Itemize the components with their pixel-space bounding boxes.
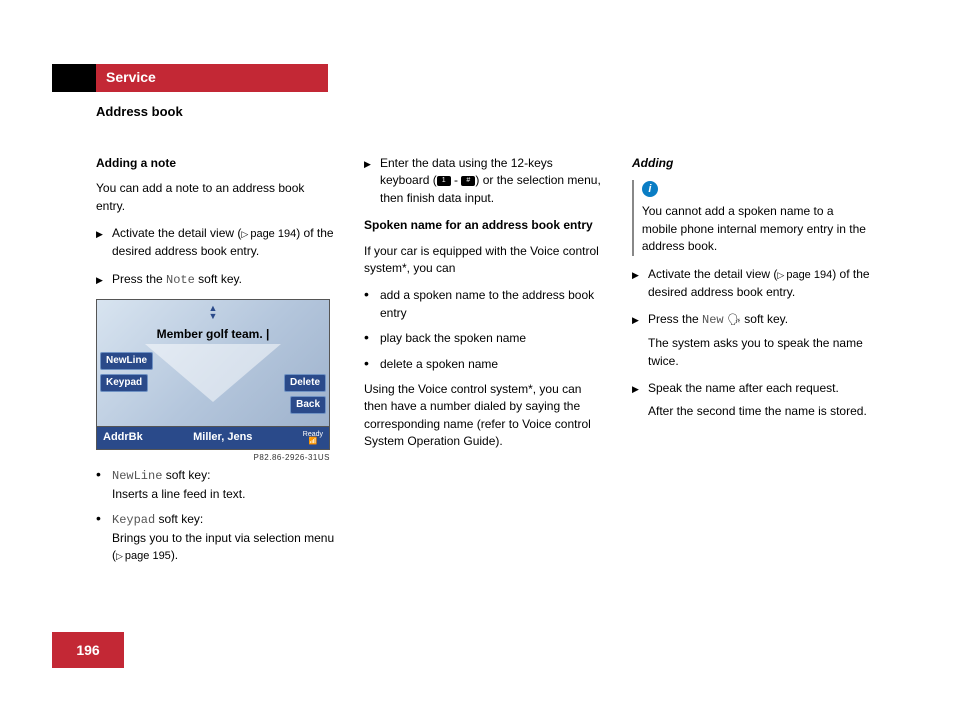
envelope-graphic (145, 344, 281, 402)
col2-para2: Using the Voice control system*, you can… (364, 381, 604, 451)
info-box: i You cannot add a spoken name to a mobi… (632, 180, 872, 255)
step-arrow-icon (96, 271, 112, 289)
text: ). (171, 548, 178, 562)
key-hash-icon: # (461, 176, 475, 186)
status-bar: AddrBk Miller, Jens Ready📶 (96, 427, 330, 450)
subsection-title: Address book (96, 104, 328, 119)
section-tab: Service (96, 64, 328, 92)
status-ready: Ready📶 (303, 431, 323, 445)
col2-heading: Spoken name for an address book entry (364, 217, 604, 234)
status-center: Miller, Jens (193, 430, 252, 446)
step-arrow-icon (632, 380, 648, 421)
col2-bullet3: delete a spoken name (364, 356, 604, 373)
col2-bullet1: add a spoken name to the address book en… (364, 287, 604, 322)
figure-code: P82.86-2926-31US (96, 452, 330, 464)
info-icon: i (642, 181, 658, 197)
comand-screenshot: ▲▼ Member golf team. | NewLine Keypad De… (96, 299, 330, 464)
info-bar (632, 180, 634, 255)
col3-heading: Adding (632, 155, 872, 172)
step-followup: After the second time the name is stored… (648, 403, 872, 420)
col2-step1: Enter the data using the 12-keys keyboar… (364, 155, 604, 207)
text: Speak the name after each request. (648, 381, 839, 395)
col3-step3: Speak the name after each request. After… (632, 380, 872, 421)
softkey-back: Back (290, 396, 326, 415)
text: Activate the detail view ( (112, 226, 241, 240)
col3-step1: Activate the detail view (page 194) of t… (632, 266, 872, 301)
step-arrow-icon (632, 266, 648, 301)
col1-intro: You can add a note to an address book en… (96, 180, 336, 215)
step-arrow-icon (96, 225, 112, 260)
softkey-keypad: Keypad (100, 374, 148, 393)
column-2: Enter the data using the 12-keys keyboar… (364, 155, 604, 573)
softkey-name: New (702, 313, 724, 327)
status-left: AddrBk (103, 430, 143, 446)
softkey-name: Note (166, 273, 195, 287)
softkey-name: Keypad (112, 513, 155, 527)
step-arrow-icon (632, 311, 648, 370)
col2-bullet2: play back the spoken name (364, 330, 604, 347)
column-1: Adding a note You can add a note to an a… (96, 155, 336, 573)
column-3: Adding i You cannot add a spoken name to… (632, 155, 872, 573)
text: soft key. (195, 272, 242, 286)
scroll-arrows-icon: ▲▼ (209, 304, 218, 320)
col1-bullet1: NewLine soft key: Inserts a line feed in… (96, 467, 336, 503)
text: Activate the detail view ( (648, 267, 777, 281)
text: soft key. (741, 312, 788, 326)
softkey-delete: Delete (284, 374, 326, 393)
col1-step2: Press the Note soft key. (96, 271, 336, 289)
text: Press the (112, 272, 166, 286)
step-arrow-icon (364, 155, 380, 207)
col1-step1: Activate the detail view (page 194) of t… (96, 225, 336, 260)
info-text: You cannot add a spoken name to a mobile… (642, 203, 872, 255)
col2-intro: If your car is equipped with the Voice c… (364, 243, 604, 278)
note-text: Member golf team. | (97, 326, 329, 343)
black-tab (52, 64, 96, 92)
page-number: 196 (52, 632, 124, 668)
softkey-name: NewLine (112, 469, 162, 483)
key-1-icon: 1 (437, 176, 451, 186)
page-ref: page 195 (116, 550, 171, 562)
softkey-newline: NewLine (100, 352, 153, 371)
content-columns: Adding a note You can add a note to an a… (96, 155, 872, 573)
page-ref: page 194 (777, 269, 832, 281)
text: Press the (648, 312, 702, 326)
screen-body: ▲▼ Member golf team. | NewLine Keypad De… (96, 299, 330, 427)
page-ref: page 194 (241, 228, 296, 240)
col3-step2: Press the New 🗣 soft key. The system ask… (632, 311, 872, 370)
step-followup: The system asks you to speak the name tw… (648, 335, 872, 370)
col1-bullet2: Keypad soft key: Brings you to the input… (96, 511, 336, 565)
speak-icon: 🗣 (727, 314, 741, 326)
text: - (451, 173, 462, 187)
col1-heading: Adding a note (96, 155, 336, 172)
page-header: Service Address book (52, 64, 328, 119)
